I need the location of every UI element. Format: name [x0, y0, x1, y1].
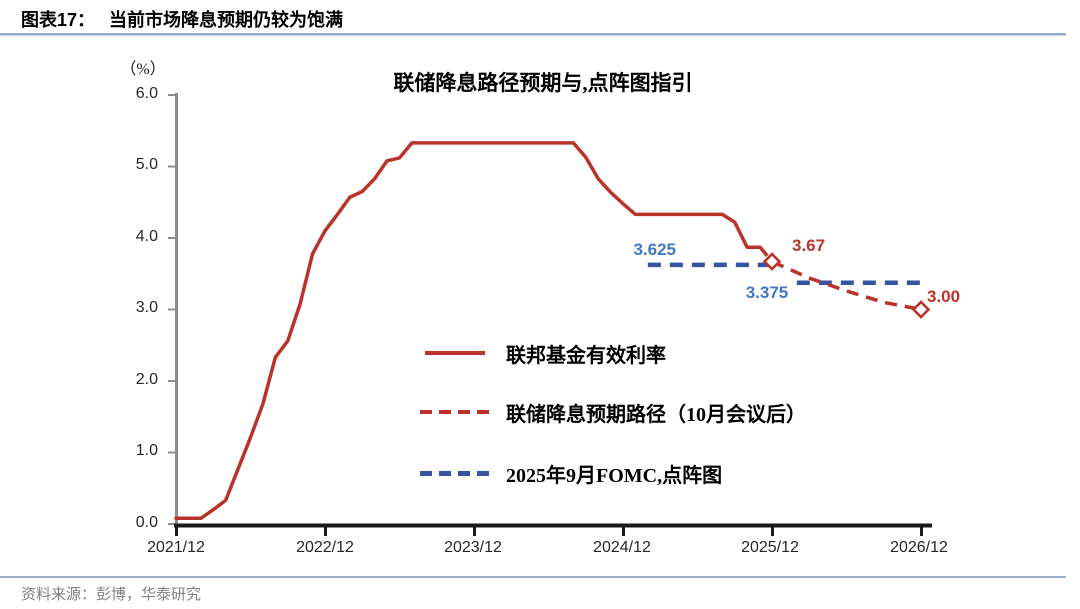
legend-swatch-solid-red: [420, 351, 490, 355]
legend-item-effective-rate: 联邦基金有效利率: [420, 341, 666, 367]
y-tick-label: 4.0: [135, 228, 158, 245]
legend-swatch-dashed-blue: [420, 470, 490, 476]
footer-divider: [0, 576, 1066, 578]
chart-title: 联储降息路径预期与,点阵图指引: [393, 71, 693, 95]
y-tick-label: 1.0: [135, 442, 158, 459]
y-tick-label: 5.0: [135, 156, 158, 173]
figure-header: 图表17： 当前市场降息预期仍较为饱满: [21, 6, 343, 32]
legend-label: 2025年9月FOMC,点阵图: [506, 464, 723, 487]
x-tick-label: 2025/12: [741, 539, 799, 556]
legend-item-dot-plot: 2025年9月FOMC,点阵图: [420, 461, 723, 487]
legend-item-cut-path: 联储降息预期路径（10月会议后）: [420, 400, 806, 426]
x-tick-label: 2023/12: [444, 539, 502, 556]
annotation-dotplot-2026: 3.375: [745, 283, 789, 302]
legend-swatch-dashed-red: [420, 410, 490, 414]
x-tick-label: 2026/12: [890, 539, 948, 556]
y-tick-label: 0.0: [135, 514, 158, 531]
figure-title: 当前市场降息预期仍较为饱满: [109, 10, 344, 30]
y-axis-unit-label: （%）: [120, 61, 166, 78]
header-divider: [0, 33, 1066, 36]
annotation-path-2025: 3.67: [792, 236, 826, 255]
annotation-path-2026: 3.00: [927, 287, 961, 306]
x-tick-label: 2021/12: [147, 539, 205, 556]
legend-label: 联储降息预期路径（10月会议后）: [506, 403, 806, 426]
y-tick-label: 2.0: [135, 371, 158, 388]
annotation-dotplot-2025: 3.625: [633, 240, 676, 259]
x-tick-label: 2022/12: [296, 539, 354, 556]
y-tick-label: 3.0: [135, 299, 158, 316]
legend-label: 联邦基金有效利率: [506, 344, 666, 367]
figure-number-label: 图表17：: [21, 10, 96, 30]
y-tick-label: 6.0: [135, 85, 158, 102]
source-note: 资料来源：彭博，华泰研究: [21, 587, 202, 603]
x-tick-label: 2024/12: [593, 539, 651, 556]
